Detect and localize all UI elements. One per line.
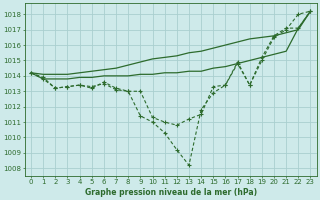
X-axis label: Graphe pression niveau de la mer (hPa): Graphe pression niveau de la mer (hPa) xyxy=(85,188,257,197)
